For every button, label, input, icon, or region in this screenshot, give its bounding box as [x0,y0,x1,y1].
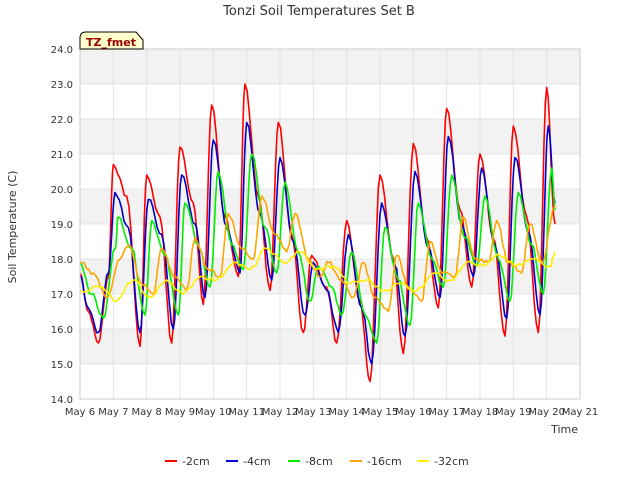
y-tick-label: 22.0 [51,115,73,126]
series-line-minus-8cm [79,153,556,344]
x-tick-label: May 18 [462,407,499,418]
x-tick-label: May 8 [132,407,162,418]
legend-label: -8cm [305,455,333,468]
x-tick-label: May 19 [495,407,532,418]
legend-label: -16cm [367,455,402,468]
y-tick-labels: 14.0 15.0 16.0 17.0 18.0 19.0 20.0 21.0 22.0 23.0… [51,45,73,406]
chart-title: Tonzi Soil Temperatures Set B [222,4,415,19]
series-layer [79,83,556,383]
badge-box [79,31,144,50]
y-tick-label: 20.0 [51,185,73,196]
series-line-minus-32cm [79,247,556,302]
x-tick-label: May 7 [98,407,128,418]
series-line-minus-2cm [79,83,556,383]
x-tick-label: May 11 [228,407,265,418]
y-axis-label: Soil Temperature (C) [6,171,19,284]
x-tick-label: May 10 [195,407,232,418]
badge: TZ_fmet [79,31,144,50]
y-tick-label: 24.0 [51,45,73,56]
legend: -2cm -4cm -8cm -16cm -32cm [165,455,469,468]
x-tick-label: May 21 [562,407,599,418]
x-tick-label: May 14 [328,407,365,418]
band [80,189,580,224]
series-line-minus-4cm [79,121,556,365]
x-tick-label: May 15 [362,407,399,418]
x-tick-label: May 20 [528,407,565,418]
x-tick-label: May 13 [295,407,332,418]
legend-label: -4cm [243,455,271,468]
band [80,49,580,84]
badge-label: TZ_fmet [86,36,136,49]
plot-frame [79,48,581,400]
y-tick-label: 16.0 [51,325,73,336]
x-tick-label: May 9 [165,407,195,418]
y-tick-label: 21.0 [51,150,73,161]
x-tick-label: May 17 [428,407,465,418]
legend-label: -2cm [182,455,210,468]
legend-label: -32cm [434,455,469,468]
x-tick-label: May 6 [65,407,95,418]
y-tick-label: 17.0 [51,290,73,301]
y-tick-label: 14.0 [51,395,73,406]
y-tick-label: 15.0 [51,360,73,371]
y-tick-label: 18.0 [51,255,73,266]
x-axis-label: Time [550,423,578,436]
series-line-minus-16cm [80,195,556,313]
band [80,329,580,364]
y-tick-label: 19.0 [51,220,73,231]
x-tick-label: May 16 [395,407,432,418]
y-tick-label: 23.0 [51,80,73,91]
band [80,119,580,154]
x-tick-label: May 12 [262,407,299,418]
